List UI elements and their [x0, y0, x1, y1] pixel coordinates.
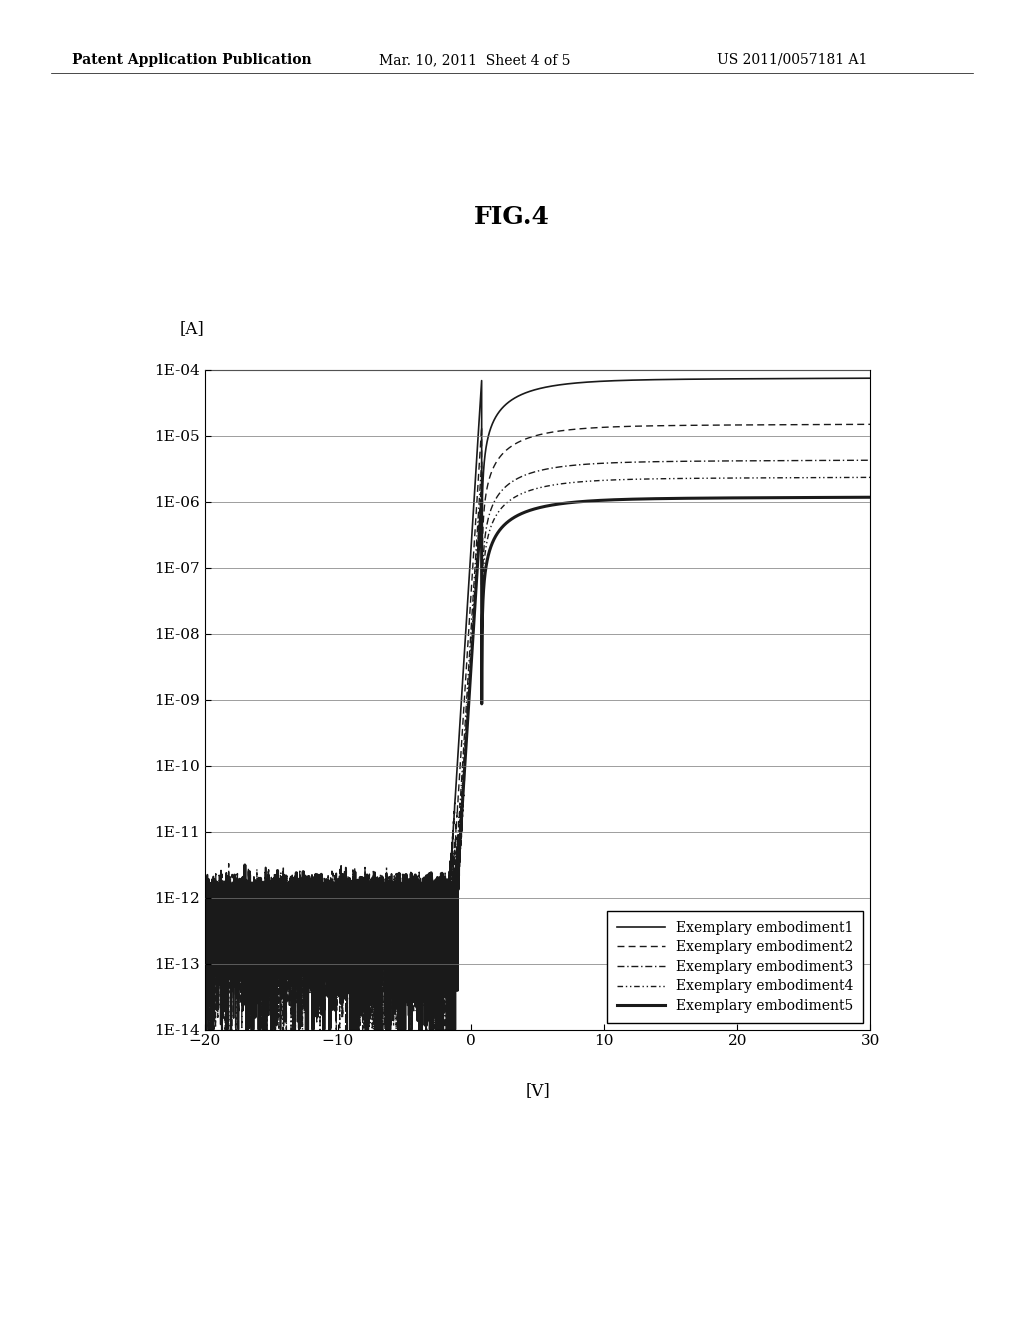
Text: US 2011/0057181 A1: US 2011/0057181 A1 — [717, 53, 867, 67]
Text: Patent Application Publication: Patent Application Publication — [72, 53, 311, 67]
Text: Mar. 10, 2011  Sheet 4 of 5: Mar. 10, 2011 Sheet 4 of 5 — [379, 53, 570, 67]
X-axis label: [V]: [V] — [525, 1082, 550, 1100]
Text: FIG.4: FIG.4 — [474, 205, 550, 228]
Text: [A]: [A] — [179, 319, 204, 337]
Legend: Exemplary embodiment1, Exemplary embodiment2, Exemplary embodiment3, Exemplary e: Exemplary embodiment1, Exemplary embodim… — [607, 911, 863, 1023]
